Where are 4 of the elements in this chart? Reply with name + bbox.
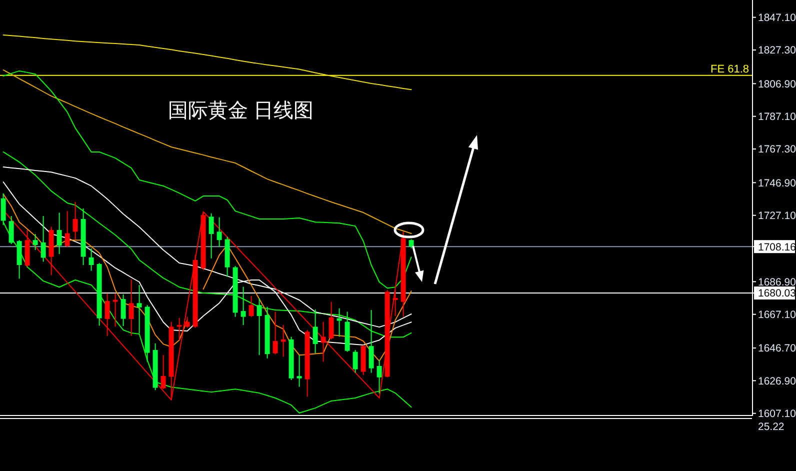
title: 国际黄金 日线图 — [168, 100, 314, 122]
y-tick-label: 1708.16 — [758, 241, 796, 254]
ref-line-label: FE 61.8 — [710, 63, 749, 76]
y-tick-label: 1680.03 — [758, 288, 796, 300]
